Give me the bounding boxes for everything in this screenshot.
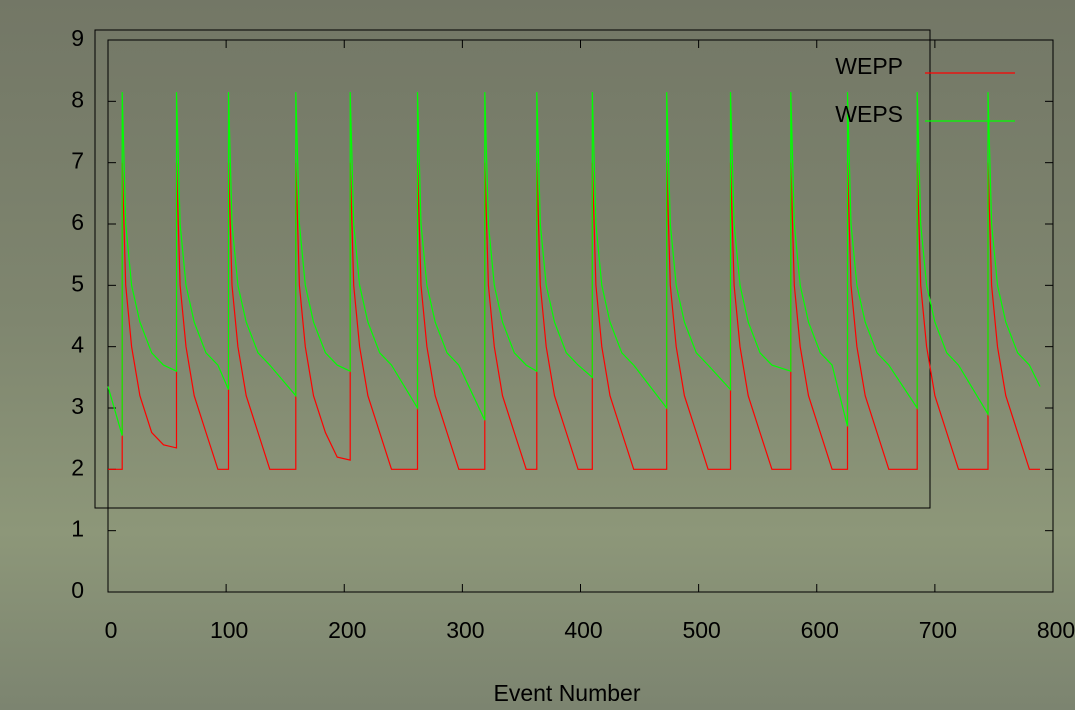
y-tick-label: 4 <box>71 332 84 358</box>
y-tick-label: 6 <box>71 209 84 235</box>
legend-label: WEPP <box>835 53 903 79</box>
y-tick-label: 7 <box>71 148 84 174</box>
x-tick-label: 300 <box>446 617 484 643</box>
x-tick-label: 700 <box>919 617 957 643</box>
x-tick-label: 500 <box>682 617 720 643</box>
y-tick-label: 9 <box>71 25 84 51</box>
x-tick-label: 100 <box>210 617 248 643</box>
y-tick-label: 8 <box>71 86 84 112</box>
x-tick-label: 400 <box>564 617 602 643</box>
series-line <box>107 92 1041 436</box>
overlay-box <box>94 29 931 509</box>
x-tick-label: 200 <box>328 617 366 643</box>
x-axis-label: Event Number <box>493 680 640 706</box>
series-line <box>108 162 1040 470</box>
y-tick-label: 5 <box>71 270 84 296</box>
x-tick-label: 600 <box>801 617 839 643</box>
y-tick-label: 2 <box>71 454 84 480</box>
x-tick-label: 800 <box>1037 617 1075 643</box>
y-tick-label: 1 <box>71 516 84 542</box>
legend-label: WEPS <box>835 101 903 127</box>
y-tick-label: 3 <box>71 393 84 419</box>
x-tick-label: 0 <box>105 617 118 643</box>
y-tick-label: 0 <box>71 577 84 603</box>
